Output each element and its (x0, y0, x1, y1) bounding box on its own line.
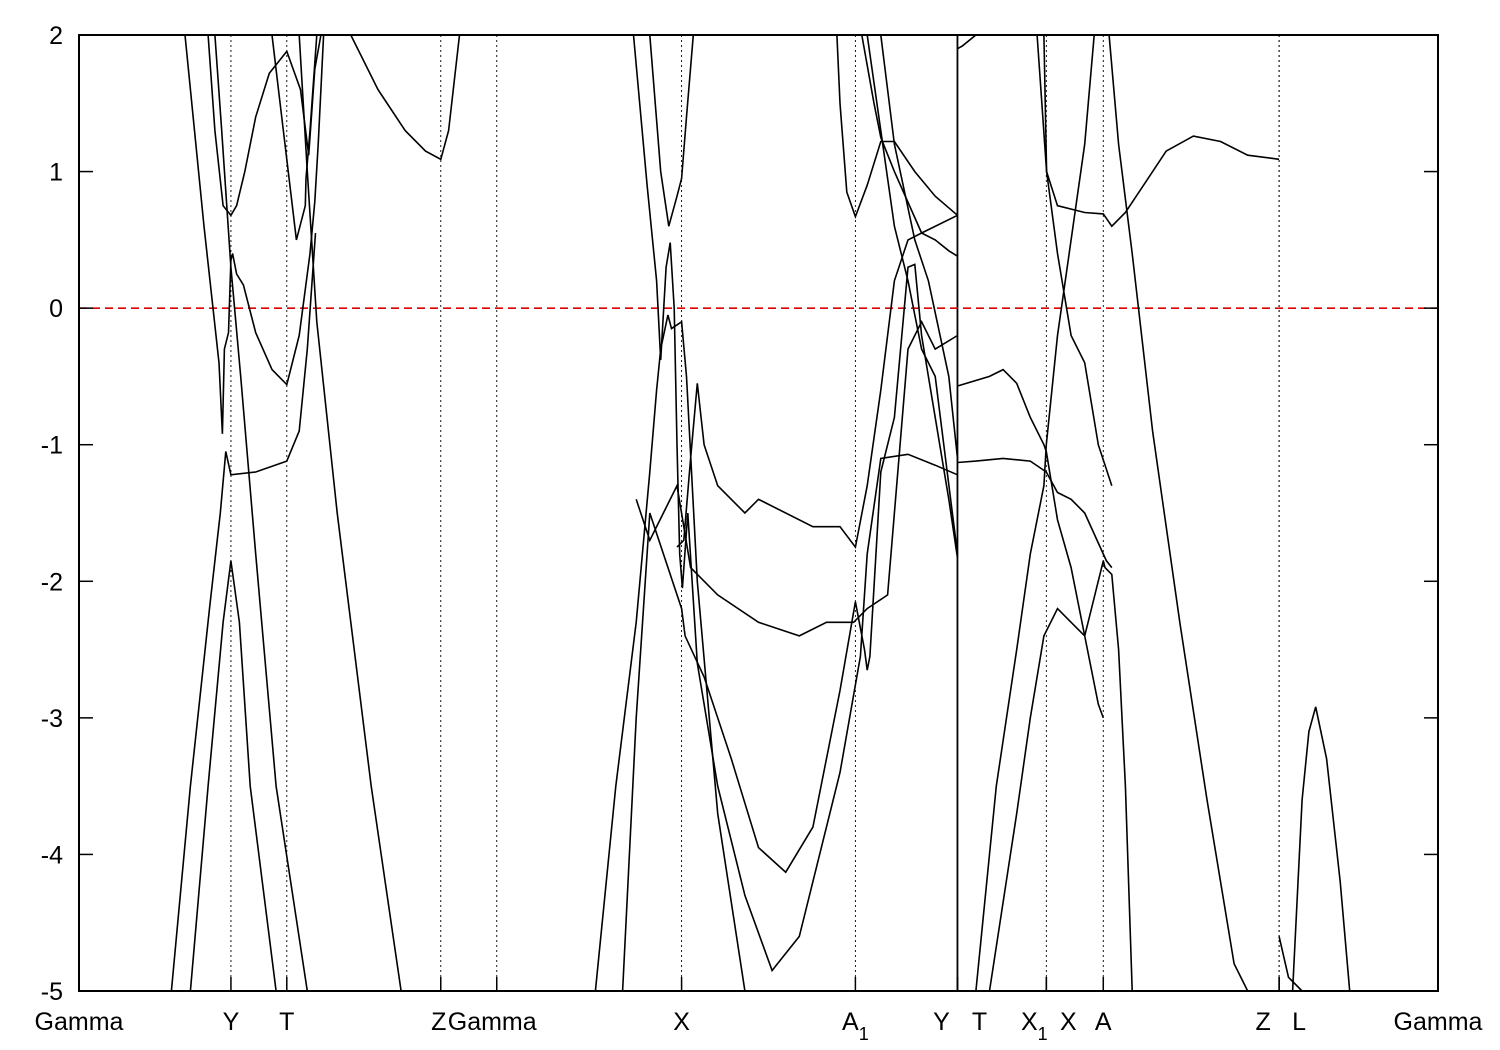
x-tick-label-12: Z (1255, 1008, 1270, 1036)
band-line-26 (1278, 936, 1303, 992)
band-line-16 (866, 34, 959, 555)
y-tick-label-4: -2 (41, 568, 63, 596)
kpoint-lines (230, 35, 1280, 991)
x-tick-label-8: T (972, 1008, 987, 1036)
band-line-17 (880, 34, 959, 459)
band-line-5 (271, 34, 318, 241)
y-tick-label-6: -4 (41, 841, 63, 869)
y-tick-label-0: 2 (49, 22, 63, 50)
x-tick-label-7: Y (933, 1008, 950, 1036)
band-line-19 (957, 368, 1105, 719)
band-line-7 (350, 34, 461, 161)
y-tick-label-2: 0 (49, 295, 63, 323)
band-line-25 (1108, 34, 1249, 992)
y-tick-label-5: -3 (41, 705, 63, 733)
x-tick-label-5: X (673, 1008, 690, 1036)
x-axis-kpoint-labels: Gamma Y T Z Gamma X A1 Y T X1 X A Z L Gamma (35, 977, 1483, 1044)
band-line-27 (1291, 706, 1351, 992)
band-line-8 (594, 314, 746, 992)
band-line-12 (676, 232, 958, 550)
band-line-13 (635, 320, 958, 637)
band-line-11 (621, 263, 959, 992)
band-line-10 (649, 34, 695, 227)
x-tick-label-10: X (1060, 1008, 1077, 1036)
x-tick-label-6: A1 (842, 1008, 869, 1044)
x-tick-label-9: X1 (1021, 1008, 1048, 1044)
band-line-21 (975, 34, 1095, 992)
band-line-2 (184, 34, 325, 434)
x-tick-label-11: A (1095, 1008, 1112, 1036)
band-line-0 (170, 232, 317, 992)
band-line-1 (189, 560, 277, 992)
band-line-18 (957, 34, 977, 50)
y-tick-label-1: 1 (49, 159, 63, 187)
band-line-4 (214, 34, 309, 992)
x-tick-label-0: Gamma (35, 1008, 124, 1036)
y-axis-ticks: 2 1 0 -1 -2 -3 -4 -5 (41, 22, 1438, 1006)
y-tick-label-7: -5 (41, 978, 63, 1006)
y-tick-label-3: -1 (41, 432, 63, 460)
band-line-22 (988, 560, 1133, 992)
band-line-14 (836, 34, 959, 219)
bands-group (170, 34, 1351, 992)
x-tick-label-3: Z (431, 1008, 446, 1036)
band-line-15 (861, 34, 958, 235)
band-line-23 (1043, 34, 1280, 228)
x-tick-label-1: Y (223, 1008, 240, 1036)
x-tick-label-13: L (1292, 1008, 1306, 1036)
band-line-6 (298, 34, 402, 992)
band-line-20 (957, 457, 1113, 569)
band-line-24 (1036, 34, 1113, 486)
x-tick-label-4: Gamma (448, 1008, 537, 1036)
plot-frame (78, 34, 1439, 992)
x-tick-label-14: Gamma (1394, 1008, 1483, 1036)
x-tick-label-2: T (279, 1008, 294, 1036)
